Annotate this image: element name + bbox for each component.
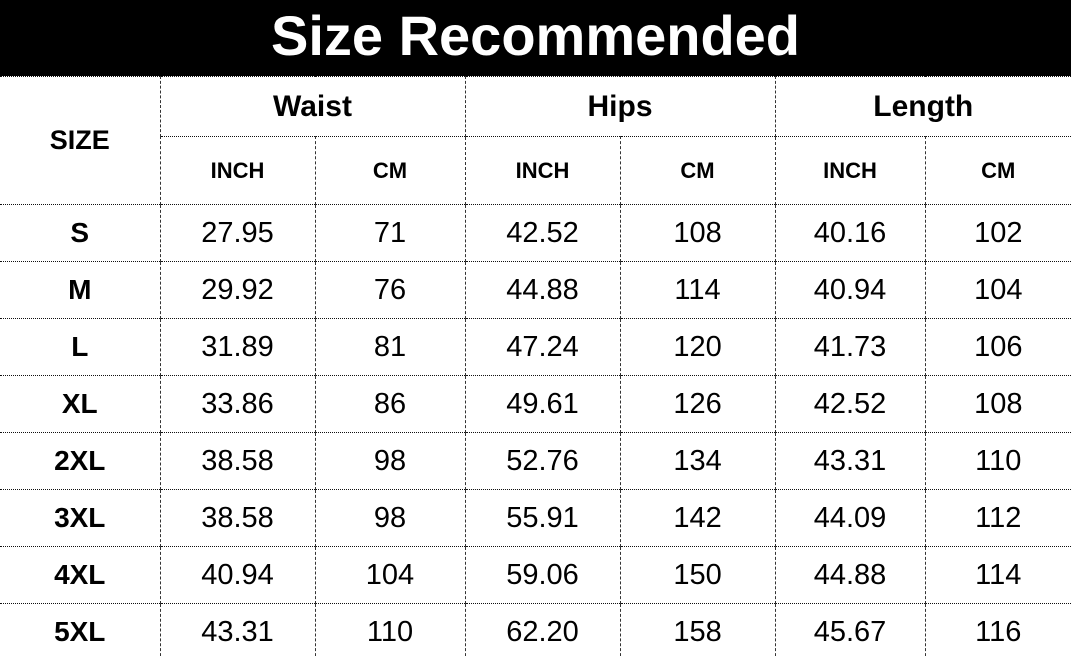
waist-cm-value: 110	[314, 603, 466, 656]
hips-cm-value: 150	[619, 546, 776, 604]
size-label: S	[0, 204, 161, 262]
table-row-2xl: 2XL 38.58 98 52.76 134 43.31 110	[0, 432, 1071, 490]
hips-inch-value: 44.88	[464, 261, 621, 319]
hips-inch-value: 59.06	[464, 546, 621, 604]
waist-cm-value: 81	[314, 318, 466, 376]
corner-header-size: SIZE	[0, 76, 161, 205]
subheader-hips-cm: CM	[619, 136, 776, 205]
table-row-4xl: 4XL 40.94 104 59.06 150 44.88 114	[0, 546, 1071, 604]
hips-cm-value: 126	[619, 375, 776, 433]
size-label: 3XL	[0, 489, 161, 547]
table-row-m: M 29.92 76 44.88 114 40.94 104	[0, 261, 1071, 319]
waist-cm-value: 76	[314, 261, 466, 319]
subheader-waist-inch: INCH	[160, 136, 316, 205]
size-label: 2XL	[0, 432, 161, 490]
length-cm-value: 102	[924, 204, 1071, 262]
waist-inch-value: 33.86	[159, 375, 316, 433]
table-row-3xl: 3XL 38.58 98 55.91 142 44.09 112	[0, 489, 1071, 547]
hips-inch-value: 55.91	[464, 489, 621, 547]
length-cm-value: 110	[924, 432, 1071, 490]
hips-cm-value: 108	[619, 204, 776, 262]
size-label: 5XL	[0, 603, 161, 656]
waist-inch-value: 38.58	[159, 489, 316, 547]
waist-cm-value: 98	[314, 432, 466, 490]
hips-inch-value: 62.20	[464, 603, 621, 656]
size-label: M	[0, 261, 161, 319]
size-label: L	[0, 318, 161, 376]
group-header-hips: Hips	[464, 76, 776, 137]
hips-cm-value: 134	[619, 432, 776, 490]
subheader-waist-cm: CM	[314, 136, 466, 205]
waist-cm-value: 98	[314, 489, 466, 547]
hips-cm-value: 114	[619, 261, 776, 319]
waist-inch-value: 27.95	[159, 204, 316, 262]
length-inch-value: 42.52	[774, 375, 926, 433]
table-row-xl: XL 33.86 86 49.61 126 42.52 108	[0, 375, 1071, 433]
header-unit-row: INCH CM INCH CM INCH CM	[0, 136, 1071, 205]
hips-inch-value: 42.52	[464, 204, 621, 262]
length-cm-value: 108	[924, 375, 1071, 433]
hips-inch-value: 52.76	[464, 432, 621, 490]
length-inch-value: 40.16	[774, 204, 926, 262]
waist-inch-value: 40.94	[159, 546, 316, 604]
waist-cm-value: 104	[314, 546, 466, 604]
waist-inch-value: 29.92	[159, 261, 316, 319]
hips-inch-value: 49.61	[464, 375, 621, 433]
waist-inch-value: 31.89	[159, 318, 316, 376]
hips-cm-value: 142	[619, 489, 776, 547]
length-cm-value: 112	[924, 489, 1071, 547]
header-group-row: SIZE Waist Hips Length	[0, 76, 1071, 205]
subheader-hips-inch: INCH	[464, 136, 621, 205]
waist-inch-value: 43.31	[159, 603, 316, 656]
length-cm-value: 114	[924, 546, 1071, 604]
length-cm-value: 106	[924, 318, 1071, 376]
length-inch-value: 45.67	[774, 603, 926, 656]
length-cm-value: 116	[924, 603, 1071, 656]
group-header-length: Length	[774, 76, 1071, 137]
size-label: XL	[0, 375, 161, 433]
page-title: Size Recommended	[270, 4, 801, 67]
hips-cm-value: 120	[619, 318, 776, 376]
subheader-length-inch: INCH	[774, 136, 926, 205]
length-inch-value: 43.31	[774, 432, 926, 490]
size-table: SIZE Waist Hips Length INCH CM INCH CM I…	[0, 76, 1071, 656]
waist-cm-value: 71	[314, 204, 466, 262]
hips-inch-value: 47.24	[464, 318, 621, 376]
length-inch-value: 40.94	[774, 261, 926, 319]
waist-inch-value: 38.58	[159, 432, 316, 490]
title-bar: Size Recommended	[0, 0, 1071, 76]
table-row-5xl: 5XL 43.31 110 62.20 158 45.67 116	[0, 603, 1071, 656]
subheader-length-cm: CM	[924, 136, 1071, 205]
size-label: 4XL	[0, 546, 161, 604]
length-inch-value: 44.09	[774, 489, 926, 547]
group-header-waist: Waist	[159, 76, 466, 137]
length-inch-value: 41.73	[774, 318, 926, 376]
length-inch-value: 44.88	[774, 546, 926, 604]
length-cm-value: 104	[924, 261, 1071, 319]
waist-cm-value: 86	[314, 375, 466, 433]
table-row-l: L 31.89 81 47.24 120 41.73 106	[0, 318, 1071, 376]
hips-cm-value: 158	[619, 603, 776, 656]
table-row-s: S 27.95 71 42.52 108 40.16 102	[0, 204, 1071, 262]
